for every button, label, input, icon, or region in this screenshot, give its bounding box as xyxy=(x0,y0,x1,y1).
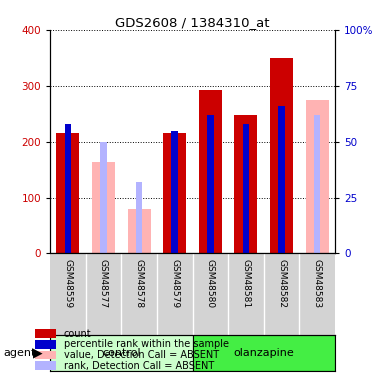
Text: ▶: ▶ xyxy=(33,346,42,360)
Bar xyxy=(100,142,107,254)
Bar xyxy=(50,334,192,371)
Bar xyxy=(127,209,151,254)
Text: agent: agent xyxy=(4,348,36,358)
Title: GDS2608 / 1384310_at: GDS2608 / 1384310_at xyxy=(115,16,270,29)
Bar xyxy=(306,100,329,254)
Bar xyxy=(243,124,249,254)
Text: count: count xyxy=(64,328,91,339)
Text: percentile rank within the sample: percentile rank within the sample xyxy=(64,339,229,349)
Bar xyxy=(136,182,142,254)
Text: rank, Detection Call = ABSENT: rank, Detection Call = ABSENT xyxy=(64,361,214,371)
Bar xyxy=(192,334,335,371)
Text: GSM48577: GSM48577 xyxy=(99,259,108,308)
Bar xyxy=(35,351,56,359)
Bar xyxy=(92,162,115,254)
Bar xyxy=(314,115,320,254)
Bar xyxy=(278,106,285,254)
Text: GSM48581: GSM48581 xyxy=(241,259,250,308)
Bar xyxy=(270,58,293,254)
Text: GSM48580: GSM48580 xyxy=(206,259,215,308)
Bar xyxy=(35,340,56,349)
Bar xyxy=(234,115,258,254)
Text: GSM48579: GSM48579 xyxy=(170,259,179,308)
Bar xyxy=(199,90,222,254)
Text: GSM48583: GSM48583 xyxy=(313,259,321,308)
Text: GSM48559: GSM48559 xyxy=(64,259,72,308)
Bar xyxy=(56,134,79,254)
Bar xyxy=(171,130,178,254)
Text: olanzapine: olanzapine xyxy=(233,348,294,358)
Text: GSM48578: GSM48578 xyxy=(135,259,144,308)
Bar xyxy=(35,362,56,370)
Bar xyxy=(35,329,56,338)
Bar xyxy=(207,115,214,254)
Bar xyxy=(163,134,186,254)
Text: control: control xyxy=(102,348,141,358)
Text: GSM48582: GSM48582 xyxy=(277,259,286,308)
Bar xyxy=(65,124,71,254)
Text: value, Detection Call = ABSENT: value, Detection Call = ABSENT xyxy=(64,350,219,360)
